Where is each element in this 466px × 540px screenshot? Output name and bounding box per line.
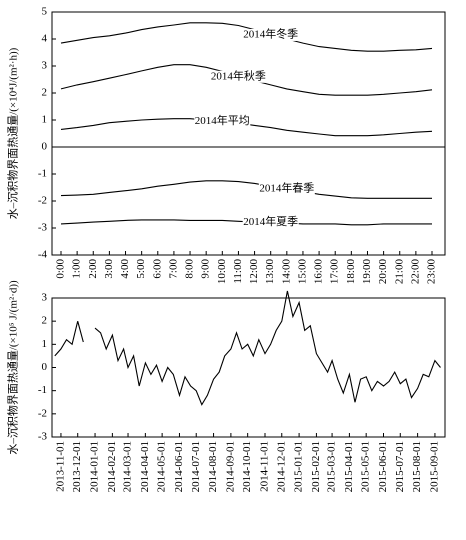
x-tick-label: 0:00 bbox=[55, 259, 67, 279]
y-tick-label: 3 bbox=[42, 292, 48, 304]
y-tick-label: -1 bbox=[38, 384, 47, 396]
x-tick-label: 14:00 bbox=[280, 259, 292, 285]
x-tick-label: 2015-08-01 bbox=[411, 441, 423, 492]
x-tick-label: 2014-06-01 bbox=[173, 441, 185, 492]
label-bg bbox=[242, 28, 299, 41]
x-tick-label: 2014-02-01 bbox=[106, 441, 118, 492]
x-tick-label: 2015-07-01 bbox=[394, 441, 406, 492]
series-label: 2014年秋季 bbox=[211, 68, 266, 82]
series-line bbox=[94, 290, 441, 406]
x-tick-label: 18:00 bbox=[345, 259, 357, 285]
x-tick-label: 20:00 bbox=[377, 259, 389, 285]
x-tick-label: 2014-09-01 bbox=[224, 441, 236, 492]
x-tick-label: 1:00 bbox=[71, 259, 83, 279]
x-tick-label: 2014-05-01 bbox=[156, 441, 168, 492]
y-tick-label: 1 bbox=[42, 338, 48, 350]
x-tick-label: 15:00 bbox=[296, 259, 308, 285]
x-tick-label: 9:00 bbox=[200, 259, 212, 279]
x-tick-label: 19:00 bbox=[361, 259, 373, 285]
series-line bbox=[54, 321, 84, 357]
x-tick-label: 2015-06-01 bbox=[377, 441, 389, 492]
plot-frame bbox=[51, 11, 446, 256]
y-axis-title: 水–沉积物界面热通量/(×10⁵ J/(m²·d)) bbox=[6, 280, 20, 455]
x-tick-label: 4:00 bbox=[119, 259, 131, 279]
series-line bbox=[60, 180, 432, 199]
x-tick-label: 13:00 bbox=[264, 259, 276, 285]
x-tick-label: 23:00 bbox=[426, 259, 438, 285]
x-tick-label: 2014-01-01 bbox=[89, 441, 101, 492]
series-label: 2014年春季 bbox=[259, 180, 314, 194]
x-tick-label: 2014-07-01 bbox=[190, 441, 202, 492]
x-tick-label: 2014-08-01 bbox=[207, 441, 219, 492]
x-tick-label: 5:00 bbox=[135, 259, 147, 279]
x-tick-label: 2015-02-01 bbox=[310, 441, 322, 492]
x-tick-label: 16:00 bbox=[313, 259, 325, 285]
y-tick-label: -3 bbox=[38, 222, 48, 234]
label-bg bbox=[194, 115, 251, 128]
y-tick-label: -2 bbox=[38, 195, 47, 207]
y-tick-label: 0 bbox=[42, 141, 48, 153]
x-tick-label: 3:00 bbox=[103, 259, 115, 279]
series-label: 2014年冬季 bbox=[243, 26, 298, 40]
y-tick-label: 2 bbox=[42, 315, 48, 327]
label-bg bbox=[210, 70, 267, 83]
x-tick-label: 8:00 bbox=[184, 259, 196, 279]
x-tick-label: 10:00 bbox=[216, 259, 228, 285]
y-tick-label: -2 bbox=[38, 407, 47, 419]
y-tick-label: 5 bbox=[42, 6, 48, 18]
x-tick-label: 2013-11-01 bbox=[54, 441, 66, 492]
x-tick-label: 2015-09-01 bbox=[428, 441, 440, 492]
x-tick-label: 17:00 bbox=[329, 259, 341, 285]
y-tick-label: -4 bbox=[38, 249, 48, 261]
x-tick-label: 2015-03-01 bbox=[326, 441, 338, 492]
series-line bbox=[60, 22, 433, 52]
x-tick-label: 2015-05-01 bbox=[360, 441, 372, 492]
x-tick-label: 2014-11-01 bbox=[259, 441, 271, 492]
x-tick-label: 2:00 bbox=[87, 259, 99, 279]
x-tick-label: 2014-03-01 bbox=[122, 441, 134, 492]
x-tick-label: 21:00 bbox=[393, 259, 405, 285]
series-label: 2014年平均 bbox=[195, 113, 250, 127]
x-tick-label: 2013-12-01 bbox=[71, 441, 83, 492]
label-bg bbox=[242, 216, 299, 229]
x-tick-label: 2014-12-01 bbox=[275, 441, 287, 492]
x-tick-label: 6:00 bbox=[151, 259, 163, 279]
y-tick-label: -3 bbox=[38, 431, 48, 443]
x-tick-label: 11:00 bbox=[232, 259, 244, 284]
label-bg bbox=[258, 182, 315, 195]
x-tick-label: 2014-10-01 bbox=[241, 441, 253, 492]
x-tick-label: 7:00 bbox=[167, 259, 179, 279]
y-axis-title: 水–沉积物界面热通量/(×10⁴J/(m²·h)) bbox=[6, 47, 20, 219]
x-tick-label: 2015-04-01 bbox=[343, 441, 355, 492]
x-tick-label: 2014-04-01 bbox=[139, 441, 151, 492]
x-tick-label: 2015-01-01 bbox=[293, 441, 305, 492]
y-tick-label: 2 bbox=[42, 87, 48, 99]
y-tick-label: 4 bbox=[42, 33, 48, 45]
x-tick-label: 22:00 bbox=[409, 259, 421, 285]
plot-frame bbox=[51, 297, 446, 438]
y-tick-label: 3 bbox=[42, 60, 48, 72]
series-label: 2014年夏季 bbox=[243, 214, 298, 228]
y-tick-label: -1 bbox=[38, 168, 47, 180]
x-tick-label: 12:00 bbox=[248, 259, 260, 285]
y-tick-label: 0 bbox=[42, 361, 48, 373]
y-tick-label: 1 bbox=[42, 114, 48, 126]
